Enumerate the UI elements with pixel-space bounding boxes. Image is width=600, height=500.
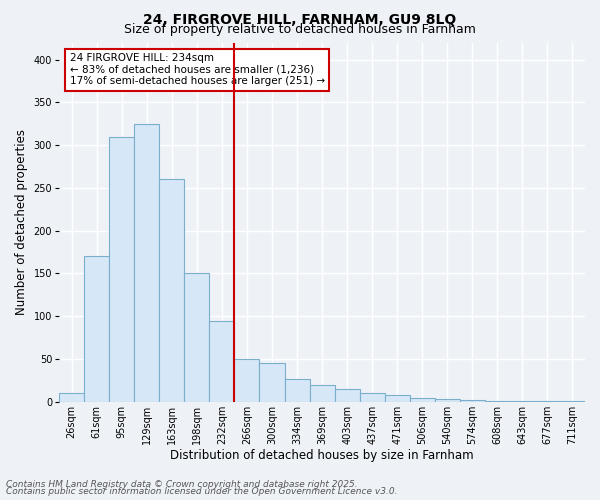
Y-axis label: Number of detached properties: Number of detached properties	[15, 129, 28, 315]
Bar	[535, 401, 560, 402]
Bar	[284, 378, 310, 402]
Bar	[184, 274, 209, 402]
Bar	[134, 124, 159, 402]
Bar	[235, 359, 259, 402]
X-axis label: Distribution of detached houses by size in Farnham: Distribution of detached houses by size …	[170, 450, 474, 462]
Bar	[510, 401, 535, 402]
Bar	[59, 393, 84, 402]
Text: Contains HM Land Registry data © Crown copyright and database right 2025.: Contains HM Land Registry data © Crown c…	[6, 480, 358, 489]
Bar	[335, 389, 359, 402]
Bar	[410, 398, 435, 402]
Bar	[460, 400, 485, 402]
Text: 24, FIRGROVE HILL, FARNHAM, GU9 8LQ: 24, FIRGROVE HILL, FARNHAM, GU9 8LQ	[143, 12, 457, 26]
Bar	[259, 364, 284, 402]
Text: Contains public sector information licensed under the Open Government Licence v3: Contains public sector information licen…	[6, 488, 398, 496]
Bar	[560, 401, 585, 402]
Text: Size of property relative to detached houses in Farnham: Size of property relative to detached ho…	[124, 22, 476, 36]
Bar	[485, 401, 510, 402]
Bar	[109, 136, 134, 402]
Bar	[310, 384, 335, 402]
Bar	[435, 399, 460, 402]
Bar	[385, 395, 410, 402]
Bar	[359, 393, 385, 402]
Text: 24 FIRGROVE HILL: 234sqm
← 83% of detached houses are smaller (1,236)
17% of sem: 24 FIRGROVE HILL: 234sqm ← 83% of detach…	[70, 54, 325, 86]
Bar	[209, 320, 235, 402]
Bar	[159, 180, 184, 402]
Bar	[84, 256, 109, 402]
